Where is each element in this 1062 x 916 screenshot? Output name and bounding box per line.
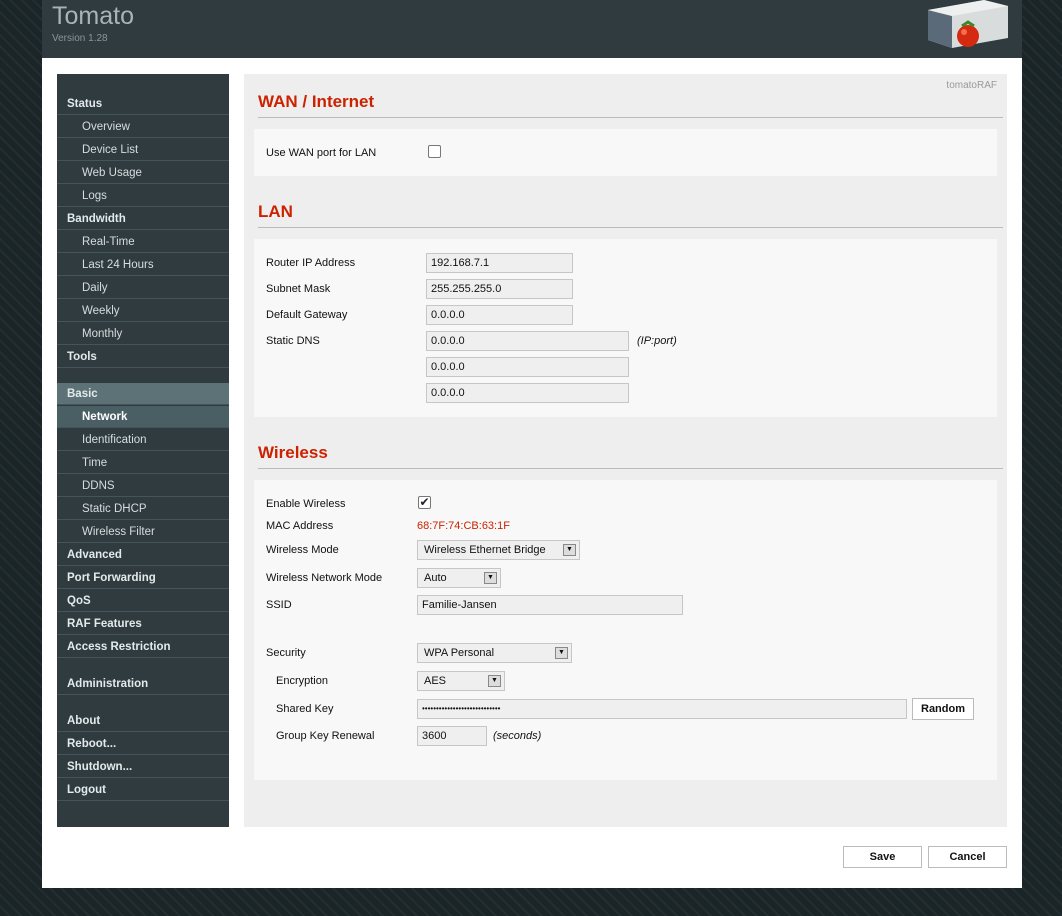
sidebar-item-identification[interactable]: Identification [57, 429, 229, 451]
wireless-mode-select[interactable]: Wireless Ethernet Bridge ▼ [417, 540, 580, 560]
renewal-input[interactable]: 3600 [417, 726, 487, 746]
sidebar-item-shutdown[interactable]: Shutdown... [57, 756, 229, 778]
sidebar-item-overview[interactable]: Overview [57, 116, 229, 138]
sidebar-item-weekly[interactable]: Weekly [57, 300, 229, 322]
sidebar-item-last-24-hours[interactable]: Last 24 Hours [57, 254, 229, 276]
sidebar-item-raf-features[interactable]: RAF Features [57, 613, 229, 635]
security-select[interactable]: WPA Personal ▼ [417, 643, 572, 663]
sidebar-item-monthly[interactable]: Monthly [57, 323, 229, 345]
sidebar-item-about[interactable]: About [57, 710, 229, 732]
encryption-value: AES [424, 675, 447, 687]
sidebar-item-static-dhcp[interactable]: Static DHCP [57, 498, 229, 520]
wireless-box: Enable Wireless ✔ MAC Address 68:7F:74:C… [254, 480, 997, 780]
dns-input-1[interactable]: 0.0.0.0 [426, 331, 629, 351]
main-panel: tomatoRAF WAN / Internet Use WAN port fo… [244, 74, 1007, 827]
cancel-button[interactable]: Cancel [928, 846, 1007, 868]
section-title-lan: LAN [258, 202, 293, 221]
mac-value: 68:7F:74:CB:63:1F [417, 520, 510, 532]
dns-label: Static DNS [266, 335, 320, 347]
dns-note: (IP:port) [637, 335, 677, 347]
encryption-select[interactable]: AES ▼ [417, 671, 505, 691]
sidebar-item-network[interactable]: Network [57, 406, 229, 428]
network-mode-label: Wireless Network Mode [266, 572, 383, 584]
divider [258, 117, 1003, 118]
sidebar-item-port-forwarding[interactable]: Port Forwarding [57, 567, 229, 589]
security-value: WPA Personal [424, 647, 495, 659]
sidebar-item-logs[interactable]: Logs [57, 185, 229, 207]
shared-key-input[interactable]: •••••••••••••••••••••••••••• [417, 699, 907, 719]
sidebar-item-qos[interactable]: QoS [57, 590, 229, 612]
gateway-label: Default Gateway [266, 309, 348, 321]
app-title: Tomato [52, 2, 134, 30]
header: Tomato Version 1.28 [42, 0, 1022, 58]
enable-wireless-checkbox[interactable]: ✔ [418, 495, 431, 509]
ssid-input[interactable]: Familie-Jansen [417, 595, 683, 615]
sidebar: Status Overview Device List Web Usage Logs Ba… [57, 74, 229, 827]
network-mode-select[interactable]: Auto ▼ [417, 568, 501, 588]
chevron-down-icon: ▼ [484, 572, 497, 584]
shared-key-label: Shared Key [276, 703, 334, 715]
divider [258, 227, 1003, 228]
enable-wireless-label: Enable Wireless [266, 498, 346, 510]
wireless-mode-label: Wireless Mode [266, 544, 339, 556]
use-wan-label: Use WAN port for LAN [266, 147, 377, 159]
wireless-mode-value: Wireless Ethernet Bridge [424, 544, 546, 556]
wan-box: Use WAN port for LAN [254, 129, 997, 176]
lan-box: Router IP Address 192.168.7.1 Subnet Mas… [254, 239, 997, 417]
mac-label: MAC Address [266, 520, 334, 532]
page: Status Overview Device List Web Usage Logs Ba… [42, 58, 1022, 888]
sidebar-item-basic[interactable]: Basic [57, 383, 229, 405]
router-tomato-logo-icon [928, 0, 1008, 48]
section-title-wan: WAN / Internet [258, 92, 375, 111]
renewal-note: (seconds) [493, 730, 542, 742]
security-label: Security [266, 647, 306, 659]
dns-input-3[interactable]: 0.0.0.0 [426, 383, 629, 403]
network-mode-value: Auto [424, 572, 447, 584]
sidebar-item-real-time[interactable]: Real-Time [57, 231, 229, 253]
router-ip-input[interactable]: 192.168.7.1 [426, 253, 573, 273]
encryption-label: Encryption [276, 675, 328, 687]
chevron-down-icon: ▼ [555, 647, 568, 659]
random-button[interactable]: Random [912, 698, 974, 720]
sidebar-item-advanced[interactable]: Advanced [57, 544, 229, 566]
sidebar-item-logout[interactable]: Logout [57, 779, 229, 801]
divider [258, 468, 1003, 469]
use-wan-checkbox[interactable] [428, 145, 441, 158]
sidebar-item-bandwidth[interactable]: Bandwidth [57, 208, 229, 230]
renewal-label: Group Key Renewal [276, 730, 375, 742]
subnet-label: Subnet Mask [266, 283, 331, 295]
sidebar-item-access-restriction[interactable]: Access Restriction [57, 636, 229, 658]
sidebar-item-daily[interactable]: Daily [57, 277, 229, 299]
section-title-wireless: Wireless [258, 443, 328, 462]
sidebar-item-status[interactable]: Status [57, 93, 229, 115]
sidebar-item-time[interactable]: Time [57, 452, 229, 474]
sidebar-item-reboot[interactable]: Reboot... [57, 733, 229, 755]
chevron-down-icon: ▼ [563, 544, 576, 556]
gateway-input[interactable]: 0.0.0.0 [426, 305, 573, 325]
brand-label: tomatoRAF [946, 80, 997, 91]
sidebar-item-tools[interactable]: Tools [57, 346, 229, 368]
ssid-label: SSID [266, 599, 292, 611]
sidebar-item-device-list[interactable]: Device List [57, 139, 229, 161]
save-button[interactable]: Save [843, 846, 922, 868]
router-ip-label: Router IP Address [266, 257, 356, 269]
sidebar-item-web-usage[interactable]: Web Usage [57, 162, 229, 184]
sidebar-item-ddns[interactable]: DDNS [57, 475, 229, 497]
sidebar-item-wireless-filter[interactable]: Wireless Filter [57, 521, 229, 543]
subnet-input[interactable]: 255.255.255.0 [426, 279, 573, 299]
app-version: Version 1.28 [52, 33, 108, 44]
chevron-down-icon: ▼ [488, 675, 501, 687]
sidebar-item-administration[interactable]: Administration [57, 673, 229, 695]
dns-input-2[interactable]: 0.0.0.0 [426, 357, 629, 377]
